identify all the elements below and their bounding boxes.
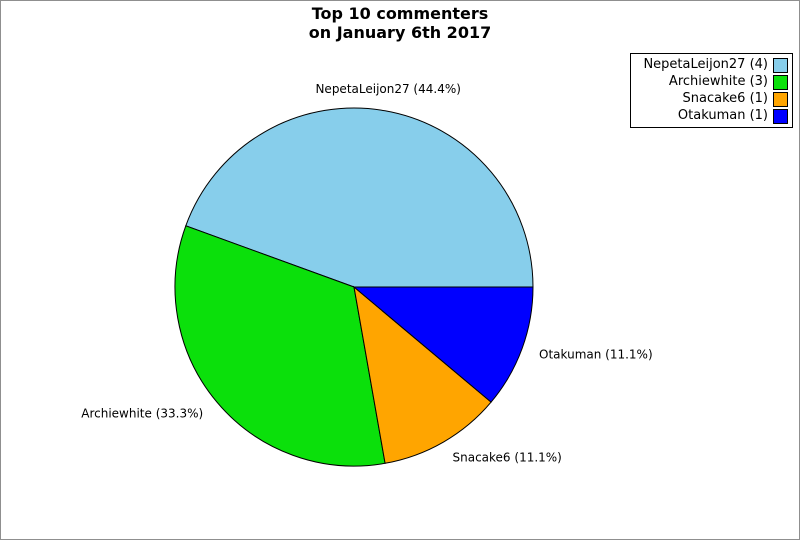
pie-slice-snacake6	[353, 285, 492, 464]
legend-item-archiewhite: Archiewhite (3)	[643, 74, 788, 90]
pie-slice-archiewhite	[174, 225, 386, 467]
legend-swatch	[773, 91, 788, 107]
pie-callout-label-snacake6: Snacake6 (11.1%)	[453, 451, 562, 465]
legend-label: Otakuman (1)	[677, 108, 768, 123]
pie-slice-otakuman	[352, 286, 534, 403]
legend-label: Archiewhite (3)	[668, 74, 768, 89]
legend-item-otakuman: Otakuman (1)	[643, 108, 788, 124]
pie-slice-nepetaleijon27	[185, 107, 534, 288]
chart-title-line1: Top 10 commenters	[311, 4, 489, 23]
legend-swatch	[773, 74, 788, 90]
legend-item-nepetaleijon27: NepetaLeijon27 (4)	[643, 57, 788, 73]
chart-title: Top 10 commenters on January 6th 2017	[1, 4, 799, 42]
chart-title-line2: on January 6th 2017	[308, 23, 492, 42]
legend-item-snacake6: Snacake6 (1)	[643, 91, 788, 107]
pie-callout-label-otakuman: Otakuman (11.1%)	[539, 347, 653, 361]
pie-callout-label-nepetaleijon27: NepetaLeijon27 (44.4%)	[315, 82, 460, 96]
legend-swatch	[773, 57, 788, 73]
legend-label: Snacake6 (1)	[682, 91, 768, 106]
legend-swatch	[773, 108, 788, 124]
legend-label: NepetaLeijon27 (4)	[643, 57, 768, 72]
legend: NepetaLeijon27 (4) Archiewhite (3) Snacake…	[630, 53, 793, 128]
pie-callout-label-archiewhite: Archiewhite (33.3%)	[81, 407, 203, 421]
